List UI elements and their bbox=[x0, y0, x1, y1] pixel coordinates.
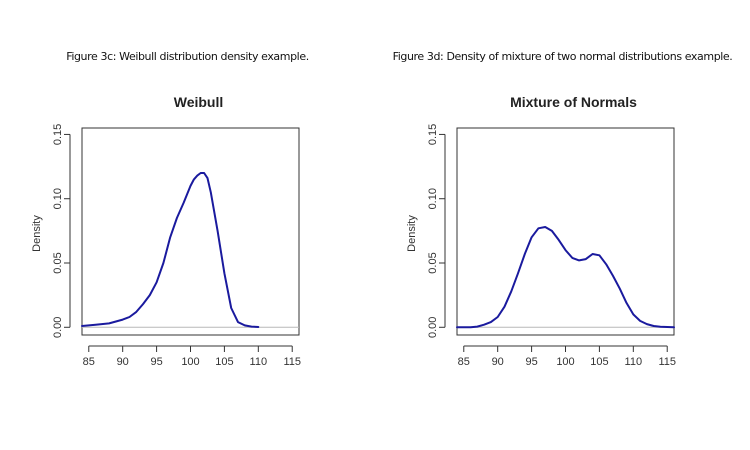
x-tick-label: 100 bbox=[181, 356, 199, 368]
x-tick-label: 115 bbox=[283, 356, 301, 368]
figure-caption: Figure 3c: Weibull distribution density … bbox=[66, 50, 309, 63]
x-tick-label: 110 bbox=[625, 356, 643, 368]
y-tick-label: 0.05 bbox=[427, 252, 439, 273]
y-tick-label: 0.00 bbox=[427, 317, 439, 338]
chart-title: Weibull bbox=[174, 94, 224, 110]
x-tick-label: 100 bbox=[556, 356, 574, 368]
y-tick-label: 0.00 bbox=[52, 317, 64, 338]
density-curve bbox=[456, 226, 675, 329]
y-axis-label: Density bbox=[31, 215, 43, 252]
chart-panel-mixture: Figure 3d: Density of mixture of two nor… bbox=[375, 0, 750, 450]
chart-panel-weibull: Figure 3c: Weibull distribution density … bbox=[31, 50, 309, 368]
x-tick-label: 95 bbox=[525, 356, 537, 368]
x-tick-label: 85 bbox=[458, 356, 470, 368]
weibull-density-chart: Weibull 0.00 0.05 0.10 0.15 Density 85 90 95 100 1… bbox=[31, 94, 301, 368]
x-tick-label: 85 bbox=[83, 356, 95, 368]
x-tick-label: 105 bbox=[590, 356, 608, 368]
x-tick-label: 105 bbox=[215, 356, 233, 368]
x-tick-label: 95 bbox=[150, 356, 162, 368]
y-tick-label: 0.05 bbox=[52, 252, 64, 273]
density-curve bbox=[81, 172, 260, 328]
plot-frame bbox=[81, 127, 300, 336]
y-tick-label: 0.10 bbox=[427, 188, 439, 209]
mixture-density-chart: Mixture of Normals 0.00 0.05 0.10 0.15 Densit… bbox=[406, 94, 676, 368]
x-tick-label: 90 bbox=[492, 356, 504, 368]
y-tick-label: 0.15 bbox=[427, 124, 439, 145]
x-tick-label: 90 bbox=[117, 356, 129, 368]
y-axis-label: Density bbox=[406, 215, 418, 252]
y-tick-label: 0.10 bbox=[52, 188, 64, 209]
x-tick-label: 115 bbox=[658, 356, 676, 368]
x-tick-label: 110 bbox=[250, 356, 268, 368]
y-tick-label: 0.15 bbox=[52, 124, 64, 145]
figure-caption: Figure 3d: Density of mixture of two nor… bbox=[392, 50, 733, 63]
chart-title: Mixture of Normals bbox=[510, 94, 637, 110]
plot-frame bbox=[456, 127, 675, 336]
